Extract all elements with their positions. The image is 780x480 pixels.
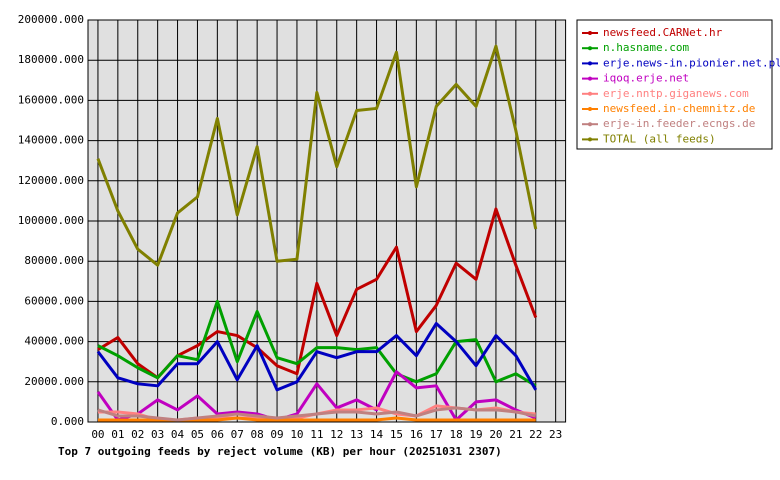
x-tick-label: 10 [290, 428, 303, 441]
y-tick-label: 40000.000 [24, 335, 84, 348]
legend-dot [588, 61, 592, 66]
y-tick-label: 140000.000 [18, 134, 84, 147]
y-tick-label: 180000.000 [18, 53, 84, 66]
legend-dot [588, 91, 592, 96]
x-tick-label: 18 [450, 428, 463, 441]
legend-label: erje.news-in.pionier.net.pl [603, 56, 780, 69]
series-line [96, 370, 537, 422]
legend-dot [588, 107, 592, 111]
y-tick-label: 200000.000 [18, 13, 84, 26]
legend-label: iqoq.erje.net [603, 72, 689, 85]
x-tick-label: 22 [529, 428, 542, 441]
x-tick-label: 11 [310, 428, 323, 441]
chart-title: Top 7 outgoing feeds by reject volume (K… [58, 445, 502, 458]
legend-label: n.hasname.com [603, 41, 689, 54]
series-line [97, 299, 537, 388]
series-line [96, 322, 538, 392]
x-tick-label: 01 [111, 428, 124, 441]
x-tick-label: 09 [270, 428, 283, 441]
x-tick-label: 04 [171, 428, 185, 441]
x-tick-label: 06 [211, 428, 224, 441]
y-tick-label: 0.000 [51, 415, 84, 428]
x-tick-label: 15 [390, 428, 403, 441]
series-line [97, 406, 537, 422]
x-tick-label: 08 [251, 428, 264, 441]
y-tick-label: 100000.000 [18, 214, 84, 227]
x-tick-label: 02 [131, 428, 144, 441]
legend-dot [588, 76, 592, 81]
x-tick-label: 20 [489, 428, 502, 441]
legend-dot [588, 122, 592, 127]
x-tick-label: 13 [350, 428, 363, 441]
legend [576, 19, 773, 150]
legend-label: newsfeed.CARNet.hr [603, 26, 723, 39]
legend-label: TOTAL (all feeds) [603, 132, 716, 145]
x-tick-label: 17 [430, 428, 443, 441]
legend-dot [588, 46, 592, 51]
legend-dot [588, 31, 592, 35]
x-tick-label: 07 [231, 428, 244, 441]
x-tick-label: 19 [469, 428, 482, 441]
legend-label: erje.nntp.giganews.com [603, 87, 749, 100]
x-tick-label: 14 [370, 428, 384, 441]
legend-label: newsfeed.in-chemnitz.de [603, 102, 755, 115]
y-tick-label: 120000.000 [18, 174, 84, 187]
y-tick-label: 20000.000 [24, 375, 84, 388]
x-tick-label: 12 [330, 428, 343, 441]
x-tick-label: 21 [509, 428, 522, 441]
series-line [96, 44, 538, 267]
legend-label: erje-in.feeder.ecngs.de [603, 117, 755, 130]
x-tick-label: 03 [151, 428, 164, 441]
x-tick-label: 00 [91, 428, 104, 441]
y-tick-label: 60000.000 [24, 294, 84, 307]
x-tick-label: 16 [410, 428, 423, 441]
y-tick-label: 80000.000 [24, 254, 84, 267]
legend-dot [588, 137, 592, 142]
y-tick-label: 160000.000 [18, 93, 84, 106]
x-tick-label: 05 [191, 428, 204, 441]
x-tick-label: 23 [549, 428, 562, 441]
